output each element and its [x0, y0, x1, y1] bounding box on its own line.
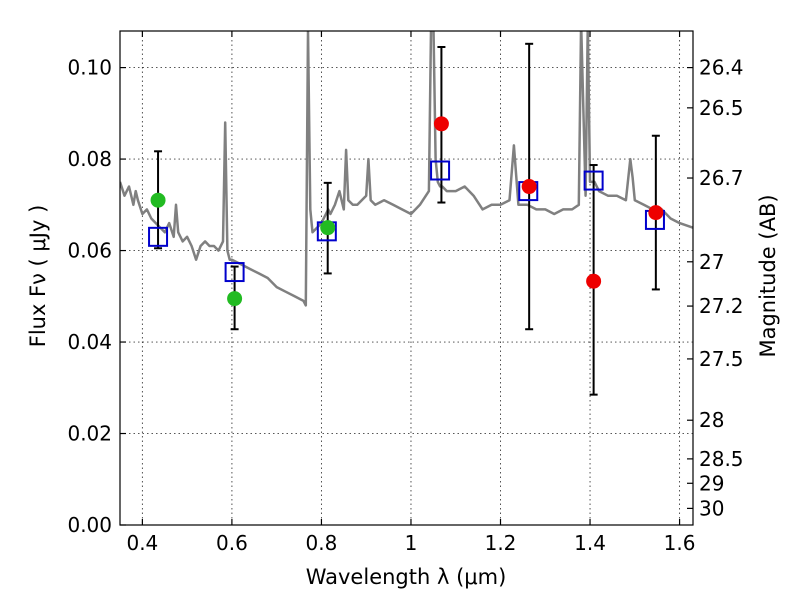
y-tick-label: 0.06	[67, 239, 112, 263]
model-photometry-square	[224, 262, 245, 283]
y-tick-label: 0.10	[67, 56, 112, 80]
y2-tick-label: 27.5	[699, 347, 744, 371]
data-points-layer	[148, 116, 665, 307]
y2-tick-label: 29	[699, 471, 724, 495]
red-detection-point	[521, 179, 537, 195]
x-tick-label: 1.4	[574, 531, 606, 555]
axes: 0.4 0.6 0.8 1 1.2 1.4 1.6 0.00 0.02 0.04 0.06 0.08 0…	[67, 30, 744, 555]
x-tick-label: 1.6	[664, 531, 696, 555]
y-tick-label: 0.08	[67, 147, 112, 171]
x-tick-label: 1	[405, 531, 418, 555]
y2-tick-label: 28	[699, 408, 724, 432]
red-detection-point	[648, 205, 664, 221]
y2-tick-label: 28.5	[699, 447, 744, 471]
model-spectrum-line	[120, 31, 693, 307]
red-detection-point	[433, 116, 449, 132]
plot-frame	[119, 30, 694, 526]
model-spectrum-layer	[120, 31, 693, 307]
y-tick-label: 0.04	[67, 330, 112, 354]
model-photometry-square	[148, 226, 169, 247]
x-tick-label: 0.4	[126, 531, 158, 555]
green-detection-point	[227, 291, 243, 307]
y2-tick-label: 27	[699, 250, 724, 274]
grid-lines	[120, 31, 693, 526]
y2-tick-label: 26.5	[699, 96, 744, 120]
x-axis-label: Wavelength λ (μm)	[306, 565, 507, 589]
green-detection-point	[150, 192, 166, 208]
model-photometry-square	[583, 170, 604, 191]
y-tick-label: 0.00	[67, 513, 112, 537]
x-tick-label: 1.2	[485, 531, 517, 555]
model-photometry-square	[430, 160, 451, 181]
y2-tick-label: 30	[699, 496, 724, 520]
y-tick-label: 0.02	[67, 422, 112, 446]
red-detection-point	[586, 273, 602, 289]
y2-axis-label: Magnitude (AB)	[756, 194, 780, 357]
y2-tick-label: 27.2	[699, 294, 744, 318]
x-tick-label: 0.6	[216, 531, 248, 555]
x-tick-label: 0.8	[306, 531, 338, 555]
y-axis-label: Flux Fν ( μJy )	[26, 205, 50, 348]
y2-tick-label: 26.4	[699, 56, 744, 80]
y2-tick-label: 26.7	[699, 166, 744, 190]
green-detection-point	[320, 220, 336, 236]
